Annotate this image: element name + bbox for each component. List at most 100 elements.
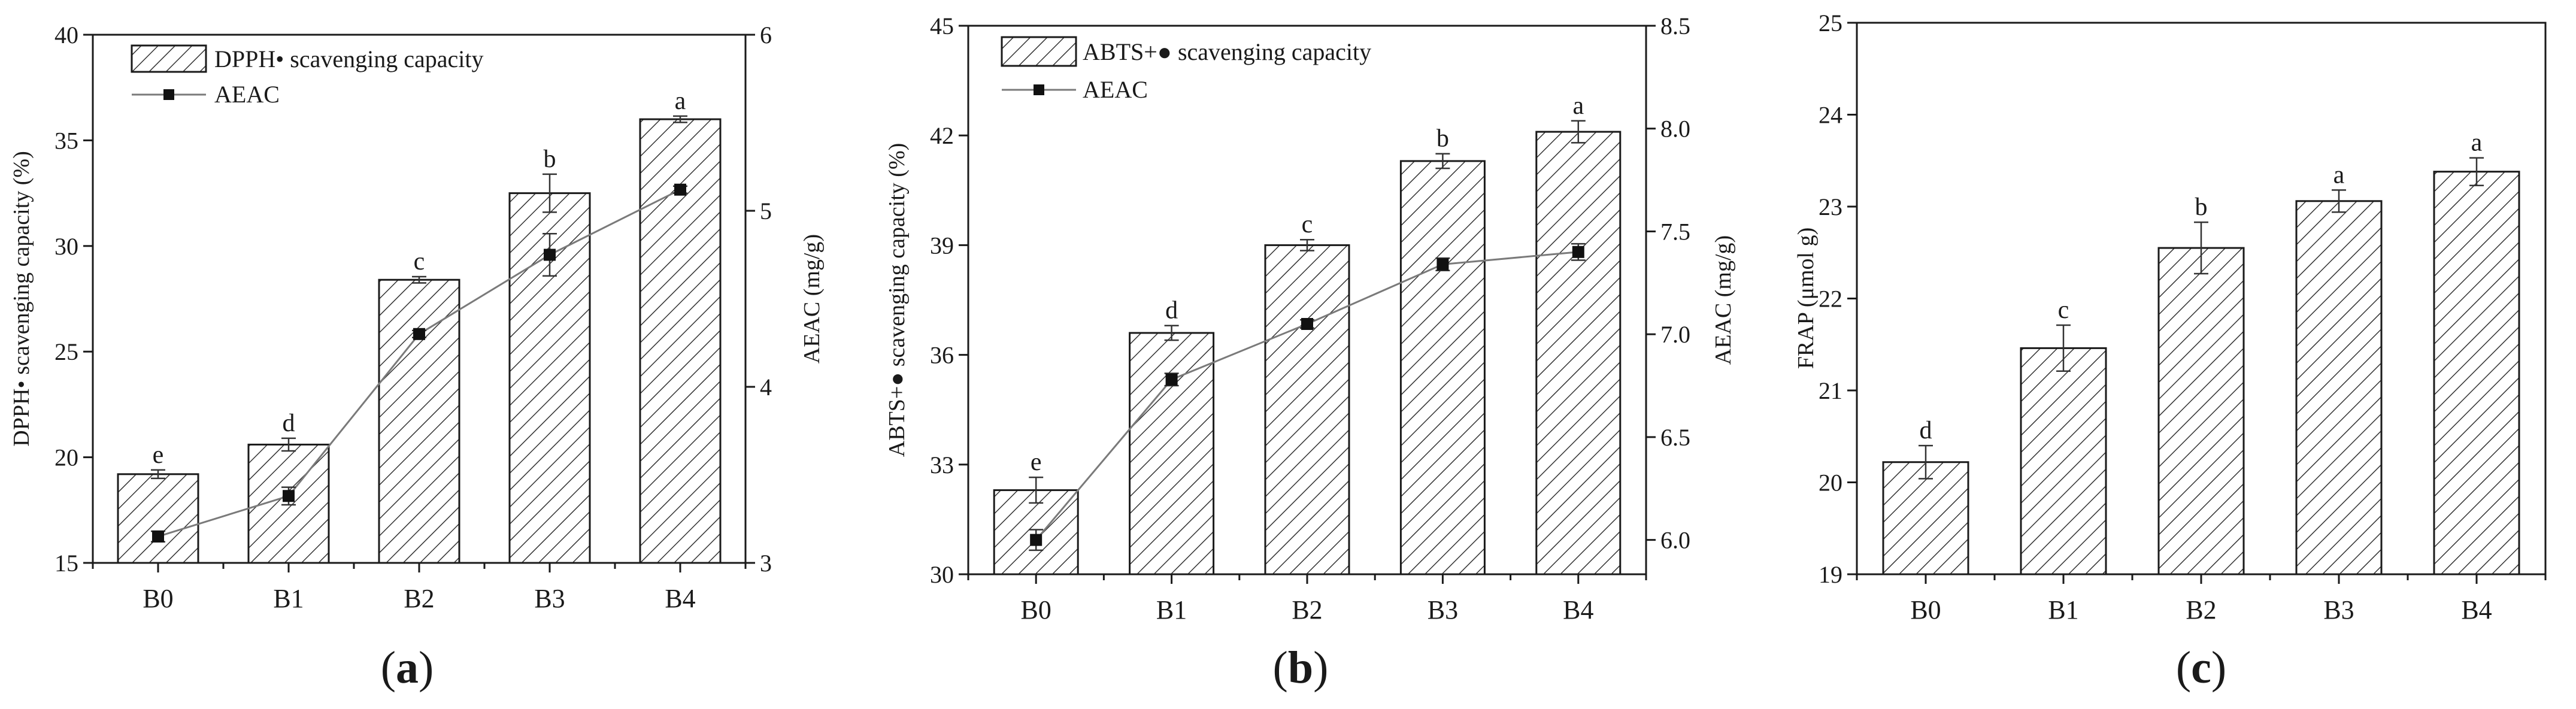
significance-letter: b	[1437, 125, 1449, 153]
panel-c-x-axis: B0 B1 B2 B3 B4	[1856, 574, 2547, 625]
x-tick-label: B2	[2186, 595, 2216, 625]
panel-a: 15 20 25 30 35 40 3 4 5 6 B0 B1 B2 B3 B4 e d c b a DPPH•…	[9, 22, 825, 693]
bar	[1535, 131, 1622, 575]
panel-a-label-letter: a	[396, 643, 419, 693]
significance-letter: b	[2195, 193, 2208, 221]
significance-letter: b	[544, 146, 556, 173]
significance-letter: d	[283, 410, 295, 437]
panel-a-legend-bar-swatch	[131, 44, 207, 73]
y-tick-label: 25	[54, 338, 78, 365]
panel-a-legend-line-marker	[163, 89, 174, 100]
y-tick-label: 42	[930, 122, 954, 149]
panel-c-y-axis-title: FRAP (μmol g)	[1793, 228, 1819, 369]
panel-c-label-letter: c	[2191, 643, 2211, 693]
bar	[1264, 244, 1350, 575]
significance-letter: c	[414, 248, 425, 275]
x-tick-label: B4	[1563, 595, 1593, 625]
y-tick-label: 22	[1819, 286, 1842, 313]
panel-a-y-axis-right: 3 4 5 6	[745, 22, 772, 577]
panel-a-legend: DPPH• scavenging capacity AEAC	[131, 44, 483, 108]
panel-c-label: (c)	[2176, 643, 2226, 693]
panel-a-y-axis-title: DPPH• scavenging capacity (%)	[9, 151, 34, 446]
panel-a-y-axis: 15 20 25 30 35 40	[54, 22, 93, 577]
bar	[1129, 332, 1215, 575]
x-tick-label: B2	[404, 584, 434, 613]
y-tick-label: 35	[54, 127, 78, 154]
y-right-tick-label: 7.5	[1660, 218, 1690, 245]
significance-letter: a	[2471, 129, 2483, 157]
x-tick-label: B3	[534, 584, 565, 613]
aeac-point	[413, 328, 425, 340]
x-tick-label: B1	[1156, 595, 1187, 625]
x-tick-label: B0	[1021, 595, 1051, 625]
aeac-point	[1572, 246, 1584, 258]
aeac-point	[1165, 373, 1178, 386]
y-right-tick-label: 7.0	[1660, 321, 1690, 348]
y-right-tick-label: 8.0	[1660, 116, 1690, 143]
aeac-point	[1437, 258, 1449, 271]
panel-a-y-axis-right-title: AEAC (mg/g)	[799, 234, 825, 363]
panel-b-aeac-line	[1029, 243, 1586, 552]
panel-b-y-axis: 30 33 36 39 42 45	[930, 13, 968, 588]
y-tick-label: 20	[1819, 469, 1842, 496]
panel-a-legend-line-label: AEAC	[214, 81, 280, 108]
x-tick-label: B4	[2461, 595, 2492, 625]
x-tick-label: B3	[2323, 595, 2354, 625]
panel-c-bars: d c b a a	[1882, 129, 2520, 575]
x-tick-label: B1	[2048, 595, 2078, 625]
bar	[117, 473, 199, 564]
bar	[2157, 247, 2245, 575]
y-right-tick-label: 6	[760, 22, 772, 49]
y-tick-label: 30	[54, 233, 78, 260]
y-right-tick-label: 6.0	[1660, 527, 1690, 554]
panel-b-y-axis-right-title: AEAC (mg/g)	[1711, 235, 1736, 365]
y-tick-label: 45	[930, 13, 954, 40]
panel-b-legend: ABTS+● scavenging capacity AEAC	[1001, 36, 1371, 103]
panel-b-label: (b)	[1273, 643, 1329, 693]
bar	[1882, 461, 1969, 575]
panel-b-legend-line-marker	[1034, 84, 1044, 95]
y-right-tick-label: 4	[760, 374, 772, 401]
y-right-tick-label: 5	[760, 198, 772, 225]
panel-b-bars: e d c b a	[993, 92, 1622, 575]
bar	[1399, 160, 1486, 575]
panel-b-legend-bar-swatch	[1001, 36, 1077, 67]
significance-letter: a	[675, 87, 686, 115]
y-right-tick-label: 8.5	[1660, 13, 1690, 40]
y-right-tick-label: 3	[760, 550, 772, 577]
panel-a-legend-bar-label: DPPH• scavenging capacity	[214, 46, 483, 72]
panel-c: 19 20 21 22 23 24 25 B0 B1 B2 B3 B4 d c b a a FRAP (μm…	[1793, 10, 2547, 693]
y-tick-label: 24	[1819, 102, 1842, 129]
bar	[2020, 347, 2107, 575]
y-tick-label: 33	[930, 452, 954, 478]
y-tick-label: 36	[930, 342, 954, 369]
aeac-point	[283, 490, 295, 502]
panel-b-y-axis-right: 6.0 6.5 7.0 7.5 8.0 8.5	[1646, 13, 1690, 554]
significance-letter: c	[1302, 211, 1313, 238]
panel-b: 30 33 36 39 42 45 6.0 6.5 7.0 7.5 8.0 8.5 B0 B1 B2 B3…	[884, 13, 1736, 693]
x-tick-label: B0	[1910, 595, 1941, 625]
panel-b-label-letter: b	[1288, 643, 1313, 693]
y-tick-label: 21	[1819, 377, 1842, 404]
aeac-point	[544, 249, 556, 261]
bar	[378, 278, 460, 564]
panel-b-legend-bar-label: ABTS+● scavenging capacity	[1083, 38, 1371, 65]
aeac-point	[1301, 318, 1313, 331]
significance-letter: a	[2333, 161, 2345, 189]
significance-letter: e	[1031, 449, 1042, 476]
x-tick-label: B3	[1428, 595, 1458, 625]
significance-letter: a	[1572, 92, 1584, 120]
y-tick-label: 39	[930, 232, 954, 259]
bar	[2295, 200, 2383, 575]
y-tick-label: 40	[54, 22, 78, 49]
significance-letter: c	[2058, 296, 2069, 324]
significance-letter: d	[1920, 417, 1932, 444]
significance-letter: e	[153, 441, 164, 469]
y-tick-label: 15	[54, 550, 78, 577]
panel-a-x-axis: B0 B1 B2 B3 B4	[92, 563, 747, 613]
y-tick-label: 23	[1819, 193, 1842, 220]
x-tick-label: B4	[665, 584, 695, 613]
y-tick-label: 30	[930, 561, 954, 588]
